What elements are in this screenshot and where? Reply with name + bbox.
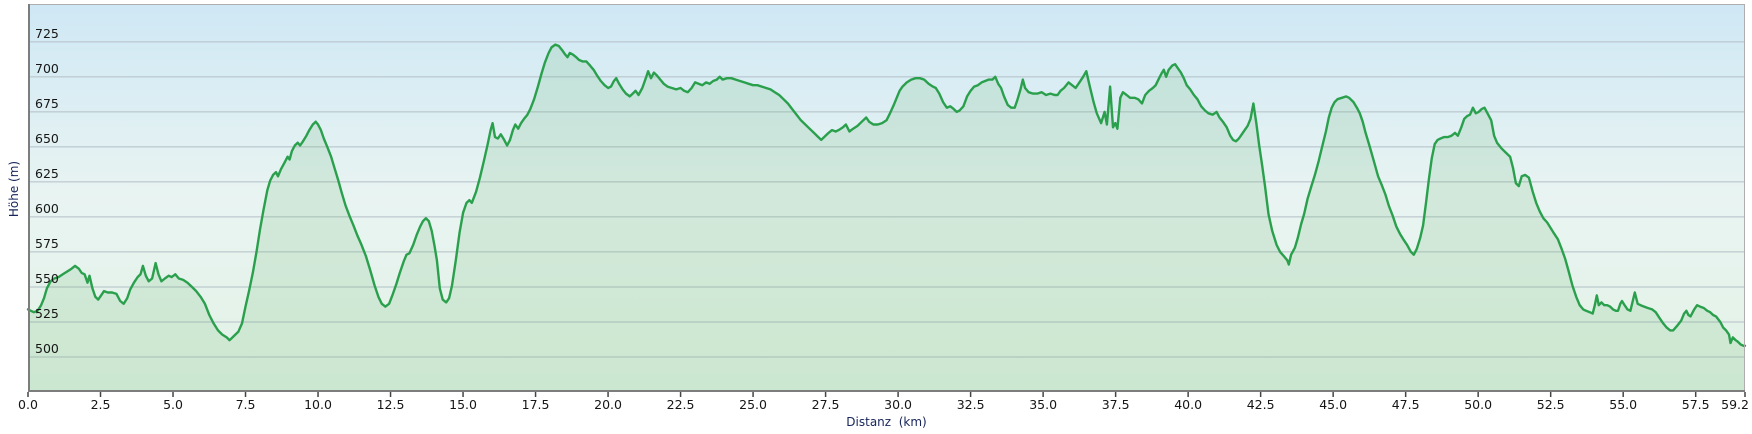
x-tick-label: 47.5 [1392,397,1420,412]
y-tick-label: 725 [35,26,59,41]
elevation-line [26,43,1747,347]
x-tick-label: 17.5 [522,397,550,412]
x-tick-label: 32.5 [957,397,985,412]
y-tick-label: 600 [35,201,59,216]
plot-background [28,4,1745,392]
x-tick-label: 35.0 [1029,397,1057,412]
x-tick-label: 25.0 [739,397,767,412]
x-tick-label: 55.0 [1609,397,1637,412]
y-tick-label: 550 [35,271,59,286]
x-tick-label: 2.5 [91,397,111,412]
x-tick-label: 30.0 [884,397,912,412]
x-tick-label: 27.5 [812,397,840,412]
x-tick-label: 10.0 [304,397,332,412]
x-axis-title: Distanz (km) [846,415,927,429]
y-tick-label: 525 [35,306,59,321]
x-tick-label: 40.0 [1174,397,1202,412]
y-tick-label: 625 [35,166,59,181]
x-tick-label: 5.0 [163,397,183,412]
y-axis-title: Höhe (m) [7,160,21,218]
x-tick-label: 22.5 [667,397,695,412]
y-tick-label: 575 [35,236,59,251]
x-tick-label: 59.2 [1721,397,1749,412]
elevation-area [28,44,1745,392]
x-tick-label: 45.0 [1319,397,1347,412]
y-tick-label: 675 [35,96,59,111]
x-tick-label: 42.5 [1247,397,1275,412]
y-tick-label: 650 [35,131,59,146]
x-tick-label: 57.5 [1682,397,1710,412]
x-tick-label: 0.0 [18,397,38,412]
x-tick-label: 20.0 [594,397,622,412]
x-tick-label: 52.5 [1537,397,1565,412]
x-tick-label: 50.0 [1464,397,1492,412]
x-tick-label: 7.5 [236,397,256,412]
x-tick-label: 37.5 [1102,397,1130,412]
y-tick-label: 700 [35,61,59,76]
x-tick-label: 15.0 [449,397,477,412]
x-tick-label: 12.5 [377,397,405,412]
y-tick-label: 500 [35,341,59,356]
